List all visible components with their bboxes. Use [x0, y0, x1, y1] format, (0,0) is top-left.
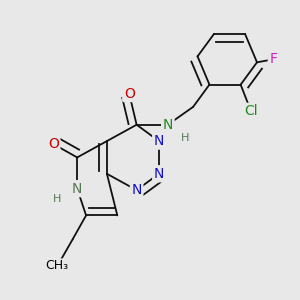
Text: H: H [53, 194, 61, 204]
Text: CH₃: CH₃ [45, 260, 68, 272]
Text: N: N [72, 182, 83, 196]
Text: O: O [48, 137, 59, 151]
Text: H: H [182, 133, 190, 143]
Text: O: O [124, 86, 135, 100]
Text: H: H [52, 195, 61, 205]
Text: N: N [131, 183, 142, 197]
Text: N: N [154, 134, 164, 148]
Text: N: N [154, 167, 164, 181]
Text: N: N [163, 118, 173, 132]
Text: Cl: Cl [244, 104, 258, 118]
Text: H: H [181, 133, 189, 142]
Text: F: F [269, 52, 277, 66]
